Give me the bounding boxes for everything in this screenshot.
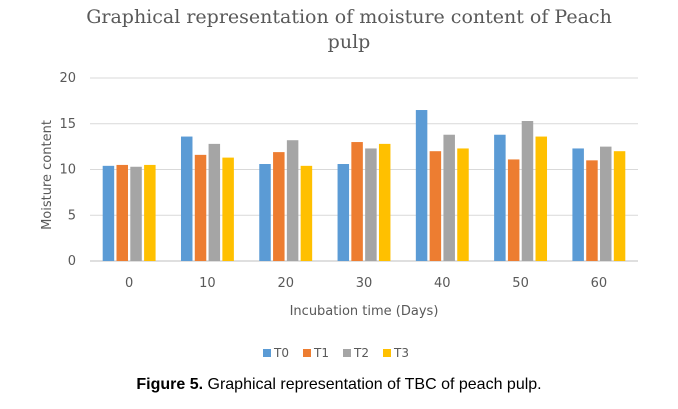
bar-t0-0 <box>102 165 115 261</box>
gridlines <box>90 77 638 262</box>
bar-t1-30 <box>351 142 363 261</box>
bar-t0-10 <box>180 136 193 261</box>
bar-t2-0 <box>130 166 142 261</box>
bar-t0-20 <box>259 164 271 261</box>
bar-t2-40 <box>443 134 455 261</box>
legend: T0 T1 T2 T3 <box>263 346 409 360</box>
x-tick-label: 20 <box>277 276 294 291</box>
caption-label: Figure 5. <box>136 376 204 393</box>
bar-t1-10 <box>194 154 207 261</box>
bar-t0-50 <box>494 134 506 261</box>
x-tick-label: 60 <box>591 276 608 291</box>
x-tick-label: 10 <box>199 276 216 291</box>
x-axis-label: Incubation time (Days) <box>290 304 439 319</box>
bars <box>102 110 626 262</box>
y-tick-labels: 0 5 10 15 20 <box>59 71 76 269</box>
bar-t0-40 <box>415 110 428 262</box>
x-tick-label: 50 <box>512 276 529 291</box>
bar-t2-60 <box>600 146 612 261</box>
caption-text: Graphical representation of TBC of peach… <box>203 376 542 393</box>
legend-swatch-t0 <box>263 349 271 357</box>
bar-t1-60 <box>586 160 598 261</box>
legend-label-t2: T2 <box>353 346 369 360</box>
y-tick-label: 5 <box>68 208 76 223</box>
chart-title-line1: Graphical representation of moisture con… <box>86 6 612 28</box>
bar-t1-0 <box>116 164 128 261</box>
bar-t3-30 <box>378 143 391 261</box>
legend-label-t3: T3 <box>393 346 409 360</box>
chart-title-line2: pulp <box>328 31 371 53</box>
legend-label-t0: T0 <box>273 346 289 360</box>
bar-t3-20 <box>300 165 313 261</box>
moisture-chart: Graphical representation of moisture con… <box>40 6 638 360</box>
y-tick-label: 10 <box>59 163 76 178</box>
bar-t3-0 <box>144 164 156 261</box>
bar-t1-40 <box>429 151 442 261</box>
x-tick-label: 40 <box>434 276 451 291</box>
y-tick-label: 0 <box>68 254 76 269</box>
bar-t2-20 <box>286 140 299 261</box>
y-tick-label: 20 <box>59 71 76 86</box>
bar-t3-60 <box>613 151 626 261</box>
x-tick-label: 0 <box>125 276 133 291</box>
bar-t3-40 <box>457 148 469 261</box>
y-axis-label: Moisture content <box>40 120 55 230</box>
legend-swatch-t2 <box>343 349 351 357</box>
figure-caption: Figure 5. Graphical representation of TB… <box>0 376 678 394</box>
bar-t0-60 <box>572 148 584 261</box>
bar-t1-20 <box>273 152 285 261</box>
y-tick-label: 15 <box>59 117 76 132</box>
bar-t1-50 <box>507 159 520 261</box>
x-tick-labels: 0 10 20 30 40 50 60 <box>125 276 607 291</box>
bar-t0-30 <box>337 164 350 261</box>
bar-t2-30 <box>365 148 377 261</box>
legend-swatch-t1 <box>303 349 311 357</box>
bar-t2-50 <box>521 121 534 261</box>
x-tick-label: 30 <box>356 276 373 291</box>
bar-t3-50 <box>535 136 548 261</box>
legend-label-t1: T1 <box>313 346 329 360</box>
bar-t2-10 <box>208 143 221 261</box>
bar-t3-10 <box>222 157 234 261</box>
legend-swatch-t3 <box>383 349 391 357</box>
